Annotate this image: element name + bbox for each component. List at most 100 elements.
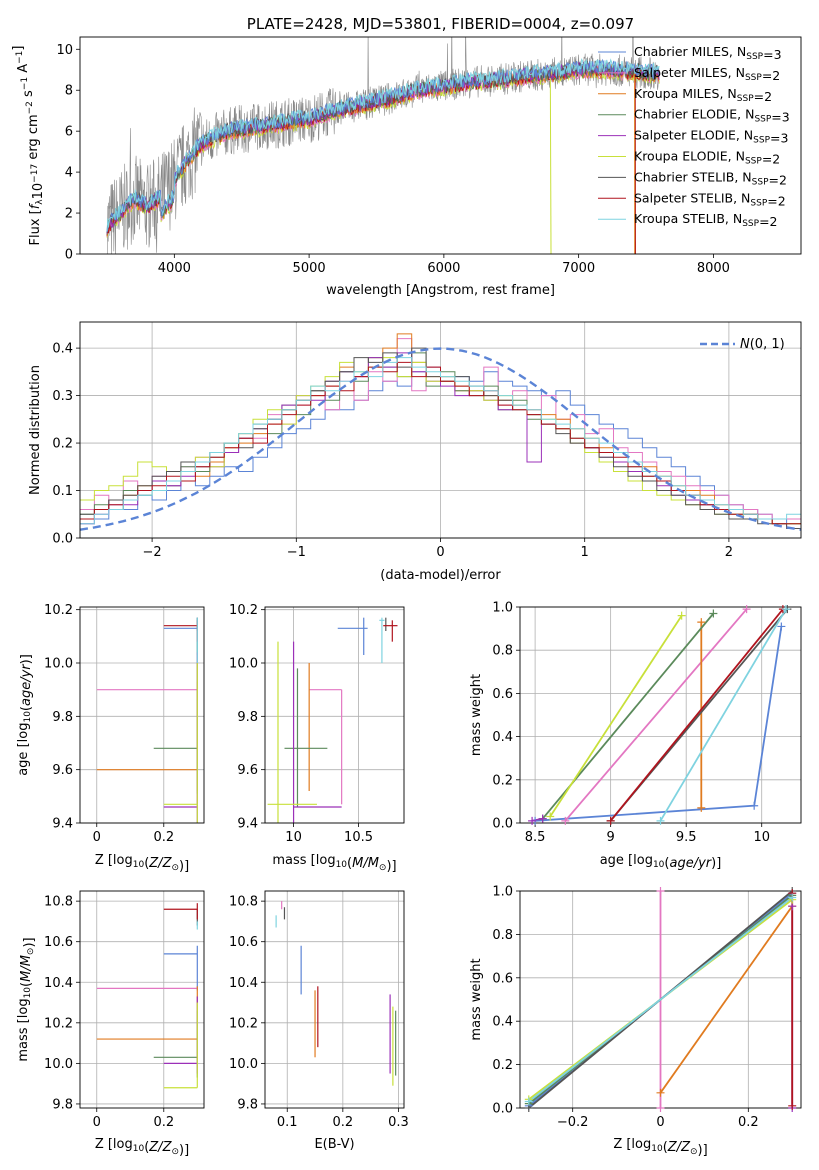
y-tick-label: 10.0: [229, 657, 258, 672]
y-tick-label: 0.2: [492, 773, 513, 788]
y-tick-label: 10.6: [229, 935, 258, 950]
weight-marker: [781, 605, 790, 614]
x-axis-label: Z [log10(Z/Z⊙)]: [613, 1137, 707, 1158]
y-tick-label: 10.4: [44, 976, 73, 991]
y-axis-label: mass [log10(M/M⊙)]: [16, 937, 37, 1061]
x-axis-label: mass [log10(M/M⊙)]: [272, 853, 396, 874]
axes-frame: [79, 606, 205, 824]
weight-marker: [697, 618, 706, 627]
y-tick-label: 10.8: [229, 895, 258, 910]
x-tick-label: 8000: [697, 261, 730, 276]
y-tick-label: 9.8: [237, 1097, 258, 1112]
x-tick-label: −2: [143, 545, 162, 560]
y-tick-label: 0.6: [492, 971, 513, 986]
x-tick-label: 8.5: [525, 830, 546, 845]
weight-line: [659, 905, 793, 1094]
weight-marker: [656, 1104, 665, 1112]
legend-entry: Salpeter STELIB, NSSP=2: [634, 190, 786, 208]
axes-frame: [79, 890, 205, 1109]
x-tick-label: 10: [285, 830, 302, 845]
weight-marker: [709, 609, 718, 618]
legend-entry: Kroupa ELODIE, NSSP=2: [634, 149, 780, 167]
x-axis-label: Z [log10(Z/Z⊙)]: [95, 853, 189, 874]
x-tick-label: 1: [581, 545, 589, 560]
x-tick-label: 0.3: [388, 1115, 409, 1130]
x-tick-label: 10.5: [344, 830, 373, 845]
legend-entry: Chabrier ELODIE, NSSP=3: [634, 107, 790, 125]
y-tick-label: 9.8: [52, 710, 73, 725]
x-tick-label: 7000: [562, 261, 595, 276]
weight-marker: [788, 1101, 797, 1110]
y-tick-label: 10.2: [44, 1016, 73, 1031]
weight-marker: [656, 887, 665, 895]
chart-title: PLATE=2428, MJD=53801, FIBERID=0004, z=0…: [247, 15, 634, 33]
model-spectrum: [106, 58, 660, 232]
y-tick-label: 9.4: [237, 817, 258, 832]
axes-frame: [264, 606, 405, 824]
normal-curve: [80, 347, 801, 531]
y-tick-label: 0.0: [492, 817, 513, 832]
y-tick-label: 10.0: [229, 1057, 258, 1072]
plot-area: [80, 333, 801, 538]
x-tick-label: −1: [287, 545, 306, 560]
y-tick-label: 0: [65, 248, 73, 263]
model-spectrum: [106, 58, 660, 233]
x-tick-label: 0.2: [332, 1115, 353, 1130]
y-axis-label: Flux [fλ10−17 erg cm−2 s−1 A−1]: [11, 46, 46, 246]
y-tick-label: 10.2: [229, 1016, 258, 1031]
x-tick-label: 10: [753, 830, 770, 845]
weight-marker: [538, 814, 547, 823]
axes-mass-vs-EBV: 0.1 0.2 0.3 9.8 10.0 10.2 10.4 10.6 10.8: [229, 890, 409, 1130]
y-tick-label: 1.0: [492, 885, 513, 900]
y-axis-label: mass weight: [469, 674, 484, 756]
weight-marker: [750, 801, 759, 810]
legend-entry: Kroupa STELIB, NSSP=2: [634, 211, 778, 229]
x-tick-label: 9: [607, 830, 615, 845]
x-tick-label: 4000: [158, 261, 191, 276]
axes-frame: [264, 890, 405, 1109]
plot-area: [528, 891, 794, 1108]
weight-line: [659, 608, 787, 822]
weight-line: [564, 608, 748, 822]
legend-entry: Salpeter MILES, NSSP=2: [634, 65, 780, 83]
y-tick-label: 10.8: [44, 895, 73, 910]
y-tick-label: 0.8: [492, 644, 513, 659]
x-tick-label: 0.2: [153, 830, 174, 845]
x-axis-label: age [log10(age/yr)]: [600, 853, 722, 871]
legend-entry: Chabrier MILES, NSSP=3: [634, 44, 782, 62]
x-tick-label: −0.2: [557, 1115, 589, 1130]
x-tick-label: 9.5: [676, 830, 697, 845]
y-tick-label: 9.8: [52, 1097, 73, 1112]
weight-marker: [742, 605, 751, 614]
y-tick-label: 0.2: [492, 1058, 513, 1073]
y-tick-label: 9.8: [237, 710, 258, 725]
weight-marker: [677, 611, 686, 620]
y-tick-label: 1.0: [492, 601, 513, 616]
y-tick-label: 10.0: [44, 1057, 73, 1072]
weight-marker: [656, 816, 665, 825]
axes-spectrum: 4000 5000 6000 7000 8000 0 2 4 6 8 10: [56, 36, 802, 276]
y-tick-label: 10.2: [44, 603, 73, 618]
x-tick-label: 0.2: [738, 1115, 759, 1130]
y-tick-label: 0.2: [52, 437, 73, 452]
legend: Chabrier MILES, NSSP=3 Salpeter MILES, NS…: [598, 44, 790, 229]
y-tick-label: 0.4: [492, 730, 513, 745]
y-tick-label: 0.3: [52, 389, 73, 404]
axes-frame: [79, 36, 802, 255]
x-tick-label: 5000: [293, 261, 326, 276]
model-spectrum: [106, 62, 660, 235]
weight-marker: [777, 622, 786, 631]
y-tick-label: 10: [56, 43, 73, 58]
y-axis-label: age [log10(age/yr)]: [16, 654, 34, 776]
x-tick-label: 0: [93, 830, 101, 845]
y-tick-label: 10.4: [229, 976, 258, 991]
model-dip: [549, 77, 552, 254]
y-tick-label: 10.6: [44, 935, 73, 950]
x-tick-label: 0: [436, 545, 444, 560]
axes-residuals: −2 −1 0 1 2 0.0 0.1 0.2 0.3 0.4: [52, 321, 802, 560]
plot-area: [267, 617, 398, 823]
x-axis-label: (data-model)/error: [380, 568, 501, 583]
axes-age-vs-Z: 0 0.2 9.4 9.6 9.8 10.0 10.2: [44, 603, 205, 845]
weight-marker: [788, 893, 797, 902]
